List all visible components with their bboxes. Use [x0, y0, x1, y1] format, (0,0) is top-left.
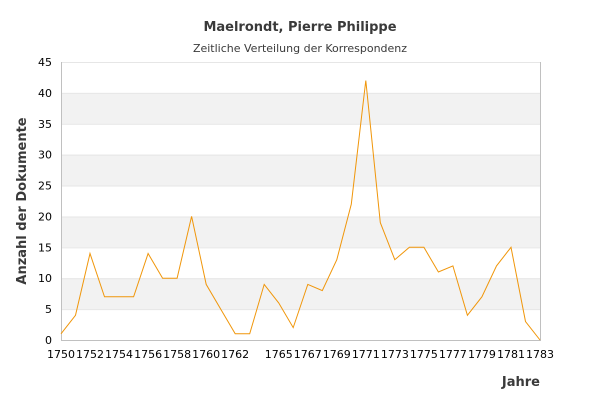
- y-tick-labels: 0 5 10 15 20 25 30 35 40 45: [38, 56, 52, 347]
- plot-band: [61, 92, 540, 124]
- x-tick-label: 1758: [163, 348, 191, 361]
- axes: [61, 62, 541, 341]
- y-tick-label: 10: [38, 272, 52, 285]
- x-tick-label: 1754: [105, 348, 133, 361]
- x-tick-label: 1783: [526, 348, 554, 361]
- x-tick-label: 1756: [134, 348, 162, 361]
- x-tick-label: 1777: [439, 348, 467, 361]
- series-line: [60, 80, 541, 341]
- x-tick-label: 1771: [352, 348, 380, 361]
- x-tick-label: 1765: [265, 348, 293, 361]
- plot-band: [61, 154, 540, 186]
- y-tick-label: 25: [38, 180, 52, 193]
- x-tick-label: 1769: [323, 348, 351, 361]
- y-tick-label: 40: [38, 87, 52, 100]
- chart-title: Maelrondt, Pierre Philippe: [203, 20, 396, 35]
- x-tick-label: 1752: [76, 348, 104, 361]
- x-tick-label: 1762: [221, 348, 249, 361]
- x-tick-label: 1775: [410, 348, 438, 361]
- x-tick-label: 1760: [192, 348, 220, 361]
- y-tick-label: 35: [38, 118, 52, 131]
- grid-lines: [61, 62, 540, 341]
- x-tick-label: 1781: [497, 348, 525, 361]
- series-layer: [60, 80, 541, 341]
- y-tick-label: 20: [38, 210, 52, 223]
- y-axis-label: Anzahl der Dokumente: [15, 117, 30, 284]
- x-tick-label: 1750: [47, 348, 75, 361]
- x-tick-label: 1767: [294, 348, 322, 361]
- y-tick-label: 30: [38, 149, 52, 162]
- plot-bands: [61, 92, 540, 310]
- x-tick-labels: 1750 1752 1754 1756 1758 1760 1762 1765 1767 1769…: [47, 348, 554, 361]
- chart-subtitle: Zeitliche Verteilung der Korrespondenz: [193, 42, 407, 55]
- x-axis-label: Jahre: [501, 375, 540, 390]
- y-tick-label: 45: [38, 56, 52, 69]
- plot-band: [61, 278, 540, 310]
- y-tick-label: 0: [45, 334, 52, 347]
- x-tick-label: 1779: [468, 348, 496, 361]
- y-tick-label: 5: [45, 303, 52, 316]
- x-tick-label: 1773: [381, 348, 409, 361]
- y-tick-label: 15: [38, 241, 52, 254]
- plot-band: [61, 216, 540, 248]
